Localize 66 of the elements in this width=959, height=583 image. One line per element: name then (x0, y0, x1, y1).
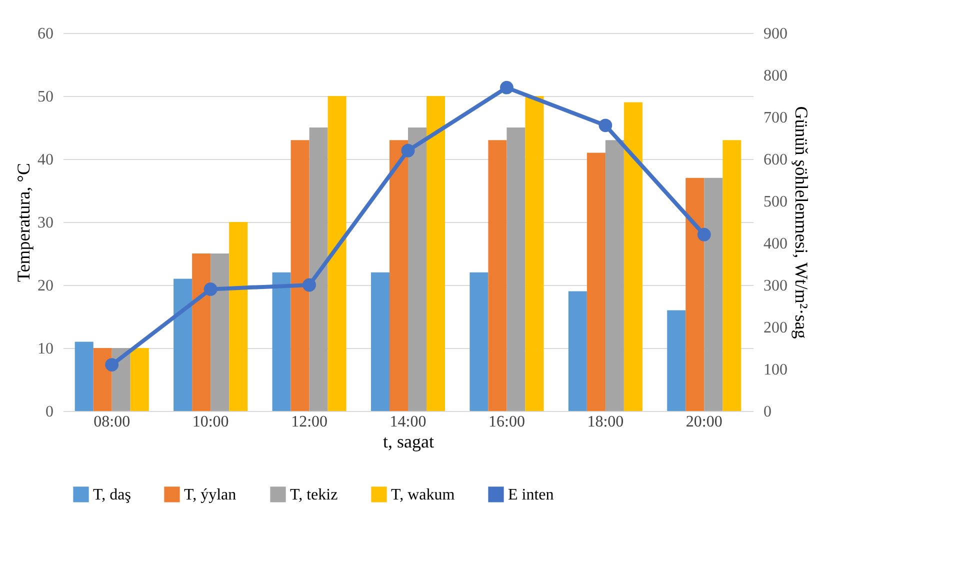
y2-tick-label: 800 (764, 68, 788, 84)
point (302, 278, 316, 292)
bar (506, 128, 526, 411)
bar (290, 140, 310, 411)
y-tick-label: 30 (38, 214, 54, 232)
point (598, 118, 612, 132)
bar (93, 348, 112, 411)
bar (210, 254, 230, 411)
bar (586, 152, 606, 411)
y-axis-title: Temperatura, °C (14, 163, 34, 282)
point (697, 228, 711, 242)
y2-tick-label: 700 (764, 110, 788, 126)
point (401, 144, 415, 158)
point (500, 80, 514, 94)
bar (408, 128, 427, 411)
bar (426, 96, 446, 411)
x-tick-label: 10:00 (192, 414, 229, 430)
bar (174, 278, 192, 411)
y2-tick-label: 100 (764, 362, 788, 378)
legend-label: T, wakum (391, 486, 456, 504)
y2-tick-label: 400 (764, 236, 788, 252)
x-tick-label: 14:00 (390, 414, 426, 430)
bar (309, 128, 328, 411)
x-tick-label: 18:00 (587, 414, 624, 430)
y-tick-label: 50 (38, 88, 54, 106)
x-tick-label: 16:00 (488, 414, 525, 430)
y-tick-label: 0 (46, 404, 54, 420)
y2-tick-label: 300 (764, 278, 788, 294)
legend-label: T, daş (93, 486, 131, 504)
bar (568, 291, 587, 411)
bar (722, 140, 742, 411)
bar (624, 102, 642, 411)
bar (328, 96, 346, 411)
legend-label: T, ýylan (184, 486, 236, 504)
bar (470, 272, 488, 411)
legend-label: T, tekiz (290, 486, 338, 504)
bar (370, 272, 390, 411)
bar (488, 140, 507, 411)
bar (525, 96, 544, 411)
x-tick-label: 08:00 (94, 414, 130, 430)
y2-tick-label: 0 (764, 404, 772, 420)
bar (389, 140, 408, 411)
bar (667, 310, 686, 411)
y2-tick-label: 600 (764, 152, 788, 168)
y-tick-label: 60 (38, 26, 54, 42)
bar (686, 178, 704, 411)
bar (229, 222, 248, 411)
bar (130, 348, 149, 411)
bar (74, 342, 94, 411)
x-tick-label: 20:00 (686, 414, 722, 430)
y2-tick-label: 900 (764, 26, 788, 42)
x-tick-label: 12:00 (291, 414, 328, 430)
bar (704, 178, 723, 411)
y-tick-label: 20 (38, 278, 54, 294)
point (204, 282, 218, 296)
legend-label: E inten (508, 486, 554, 504)
y2-tick-label: 500 (764, 194, 788, 210)
y2-axis-title: Günüň şöhlelenmesi, Wt/m²·sag (792, 106, 812, 339)
bar (272, 272, 291, 411)
point (105, 358, 119, 372)
y-tick-label: 40 (38, 152, 54, 168)
bar (605, 140, 624, 411)
y-tick-label: 10 (38, 340, 54, 358)
bar (192, 254, 211, 411)
y2-tick-label: 200 (764, 320, 788, 336)
x-axis-title: t, sagat (383, 432, 434, 452)
